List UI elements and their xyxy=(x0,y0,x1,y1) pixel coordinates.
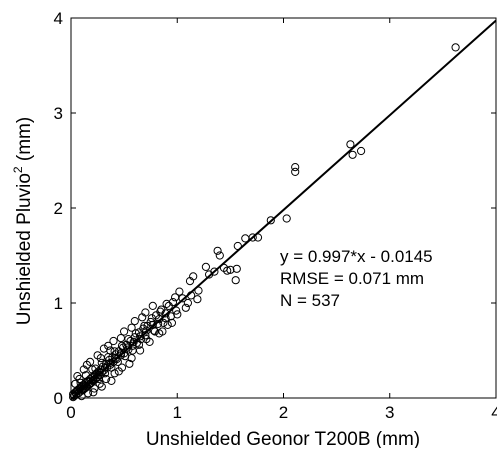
data-point xyxy=(83,389,93,398)
data-point xyxy=(125,359,134,368)
data-point xyxy=(116,349,126,358)
data-point xyxy=(181,303,190,312)
data-point xyxy=(100,363,110,372)
data-point xyxy=(291,163,300,172)
data-point xyxy=(106,358,115,367)
data-point xyxy=(116,334,126,343)
data-point xyxy=(143,321,152,330)
x-tick-label: 4 xyxy=(491,403,497,422)
data-point xyxy=(79,384,88,393)
data-point xyxy=(155,329,164,338)
x-tick-label: 3 xyxy=(385,403,394,422)
annotation-n: N = 537 xyxy=(280,291,340,310)
annotation-rmse: RMSE = 0.071 mm xyxy=(280,269,424,288)
y-axis-label-unit: (mm) xyxy=(14,117,35,167)
data-point xyxy=(213,246,222,255)
y-tick-label: 4 xyxy=(54,9,63,28)
data-point xyxy=(282,214,291,223)
data-point xyxy=(171,293,180,302)
data-point xyxy=(75,374,84,384)
annotation-equation: y = 0.997*x - 0.0145 xyxy=(280,247,433,266)
data-point xyxy=(348,150,357,159)
x-tick-label: 0 xyxy=(66,403,75,422)
data-point xyxy=(357,146,366,156)
data-point xyxy=(131,329,140,338)
data-point xyxy=(161,309,170,318)
y-axis-label-main: Unshielded Pluvio xyxy=(14,173,35,325)
x-tick-label: 1 xyxy=(173,403,182,422)
data-point xyxy=(107,376,116,385)
fit-line xyxy=(70,19,497,401)
data-point xyxy=(185,277,195,286)
data-point xyxy=(121,352,130,361)
data-point xyxy=(201,262,210,271)
data-point xyxy=(193,295,202,304)
data-point xyxy=(172,306,181,315)
data-point xyxy=(163,320,172,329)
data-point xyxy=(92,374,101,383)
data-point xyxy=(88,365,97,374)
data-point xyxy=(140,321,149,330)
data-point xyxy=(89,388,98,397)
data-point xyxy=(148,301,157,310)
data-point xyxy=(451,43,460,52)
ticks-layer: 0 1 2 3 4 0 1 2 3 4 xyxy=(54,9,497,422)
x-axis-label: Unshielded Geonor T200B (mm) xyxy=(146,429,420,448)
data-point xyxy=(162,299,171,308)
data-point xyxy=(291,167,300,176)
data-point xyxy=(120,327,129,336)
data-point xyxy=(142,326,151,335)
data-point xyxy=(205,270,214,279)
data-point xyxy=(90,384,99,393)
y-tick-label: 2 xyxy=(54,199,63,218)
data-point xyxy=(129,337,138,346)
data-point xyxy=(231,276,240,285)
data-point xyxy=(136,332,145,341)
data-point xyxy=(130,317,139,326)
data-point xyxy=(109,336,118,346)
data-point xyxy=(117,363,127,372)
data-point xyxy=(127,323,136,332)
y-tick-label: 1 xyxy=(54,294,63,313)
data-point xyxy=(167,318,176,327)
data-point xyxy=(79,365,88,374)
data-point xyxy=(183,298,192,308)
data-point xyxy=(104,341,113,350)
data-point xyxy=(215,251,224,260)
data-point xyxy=(241,234,250,243)
data-point xyxy=(266,216,275,225)
data-point xyxy=(111,354,120,363)
data-point xyxy=(97,382,106,391)
data-point xyxy=(175,287,184,296)
data-point xyxy=(155,315,164,324)
data-point xyxy=(134,328,144,337)
data-point xyxy=(86,357,95,366)
data-point xyxy=(232,264,241,273)
data-point xyxy=(164,301,173,310)
y-tick-label: 3 xyxy=(54,104,63,123)
data-point xyxy=(117,341,127,350)
data-point xyxy=(81,371,91,380)
x-tick-label: 2 xyxy=(279,403,288,422)
y-tick-label: 0 xyxy=(54,389,63,408)
data-point xyxy=(138,313,147,322)
data-point xyxy=(123,343,132,352)
data-point xyxy=(148,320,157,329)
y-axis-label: Unshielded Pluvio2 (mm) xyxy=(11,117,35,325)
y-axis-label-superscript: 2 xyxy=(11,166,25,173)
data-point xyxy=(346,140,355,149)
points-layer xyxy=(69,43,460,402)
